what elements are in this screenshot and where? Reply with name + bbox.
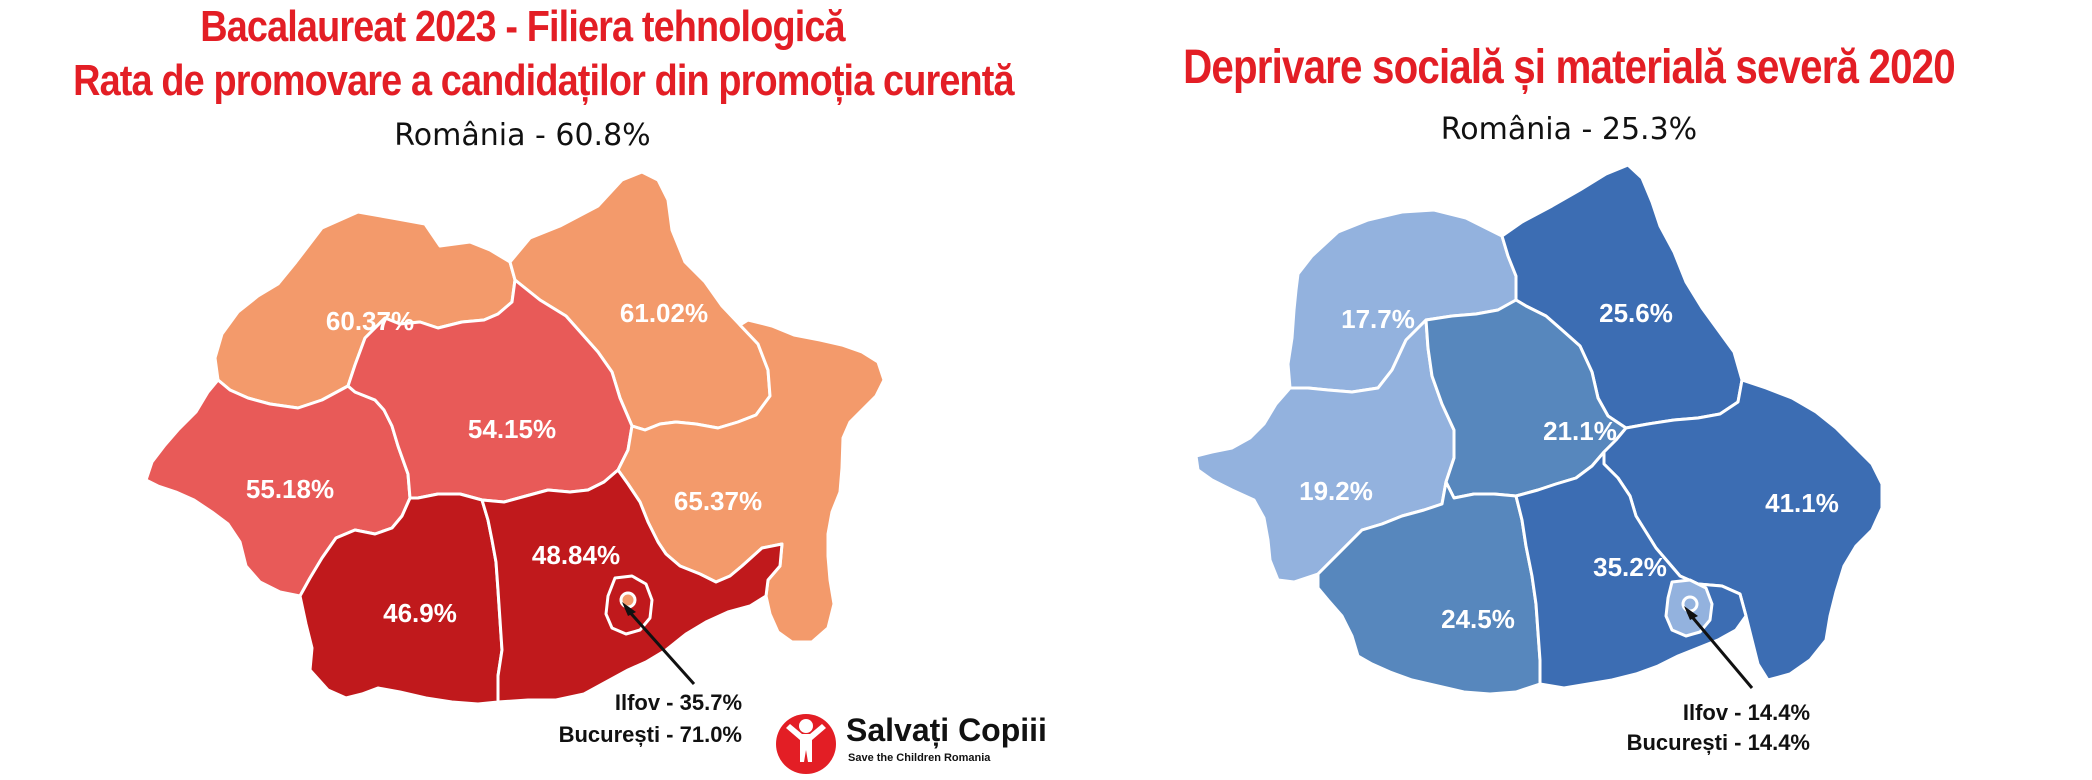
left-map: 60.37% 61.02% 55.18% 54.15% 65.37% 46.9%… [144,170,886,747]
right-note-ilfov: Ilfov - 14.4% [1683,700,1810,725]
label-sud-muntenia: 48.84% [532,540,620,570]
right-region-labels: 17.7% 25.6% 19.2% 21.1% 41.1% 24.5% 35.2… [1299,298,1839,634]
label-nord-vest: 17.7% [1341,304,1415,334]
label-sud-vest: 46.9% [383,598,457,628]
logo-subtitle: Save the Children Romania [848,752,991,764]
left-national-value: România - 60.8% [394,118,651,153]
left-map-panel: Bacalaureat 2023 - Filiera tehnologică R… [0,0,1047,780]
logo-name: Salvați Copiii [846,712,1047,748]
label-sud-est: 41.1% [1765,488,1839,518]
label-nord-vest: 60.37% [326,306,414,336]
label-sud-est: 65.37% [674,486,762,516]
salvati-copiii-logo: Salvați Copiii Save the Children Romania [774,706,1047,778]
left-region-labels: 60.37% 61.02% 55.18% 54.15% 65.37% 46.9%… [246,298,762,628]
right-map-panel: Deprivare socială și materială severă 20… [1046,0,2092,780]
child-figure-icon [776,714,836,774]
ilfov-arrow-line [624,606,696,686]
left-note-ilfov: Ilfov - 35.7% [615,690,742,715]
label-vest: 55.18% [246,474,334,504]
label-nord-est: 61.02% [620,298,708,328]
right-title: Deprivare socială și materială severă 20… [1183,41,1956,94]
label-vest: 19.2% [1299,476,1373,506]
label-sud-muntenia: 35.2% [1593,552,1667,582]
ilfov-arrow-head [1684,606,1698,620]
left-title-line1: Bacalaureat 2023 - Filiera tehnologică [200,2,845,51]
label-nord-est: 25.6% [1599,298,1673,328]
left-title-line2: Rata de promovare a candidaților din pro… [73,56,1014,105]
right-note-bucuresti: București - 14.4% [1627,730,1810,755]
right-map: 17.7% 25.6% 19.2% 21.1% 41.1% 24.5% 35.2… [1194,163,1884,755]
ilfov-arrow-head [622,602,636,616]
label-centru: 21.1% [1543,416,1617,446]
region-bucuresti [1681,595,1699,613]
region-bucuresti [619,591,637,609]
ilfov-arrow-line [1686,611,1754,689]
label-sud-vest: 24.5% [1441,604,1515,634]
right-national-value: România - 25.3% [1440,112,1698,147]
left-note-bucuresti: București - 71.0% [559,722,742,747]
label-centru: 54.15% [468,414,556,444]
